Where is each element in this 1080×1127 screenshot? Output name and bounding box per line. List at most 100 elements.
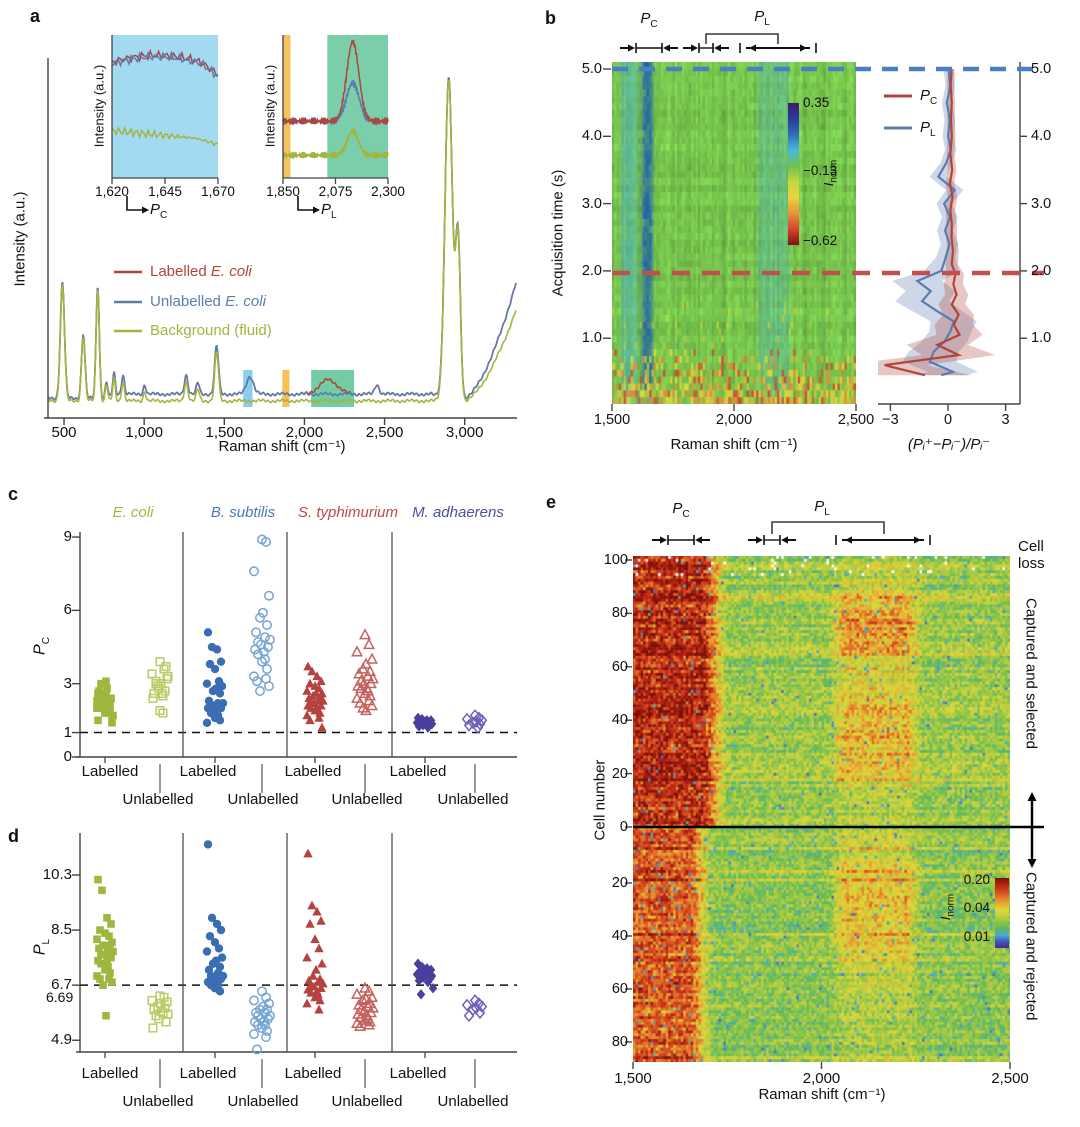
panel-d-ytick: 4.9 — [51, 1031, 72, 1049]
panel-c-label-labelled: Labelled — [284, 763, 342, 780]
panel-c-label-labelled: Labelled — [179, 763, 237, 780]
panel-c-ytick: 6 — [63, 601, 72, 619]
panel-e-pc-annotation: PC — [672, 500, 690, 520]
panel-a-xlabel: Raman shift (cm⁻¹) — [218, 438, 346, 455]
panel-a-inset1-ylabel: Intensity (a.u.) — [91, 64, 107, 148]
panel-e-ytick: 20 — [611, 875, 628, 891]
panel-b-xtick: 1,500 — [593, 412, 631, 428]
panel-e-ytick: 40 — [611, 712, 628, 729]
panel-b-right-xtick: 3 — [1001, 412, 1010, 428]
panel-b-xtick: 2,000 — [715, 412, 753, 428]
panel-a-xtick: 1,500 — [205, 424, 244, 441]
panel-a-xtick: 1,000 — [125, 424, 163, 441]
panel-d-ytick: 8.5 — [51, 921, 72, 939]
panel-e-ytick: 60 — [611, 981, 628, 997]
panel-d-label-labelled: Labelled — [179, 1065, 237, 1082]
panel-a-inset2-xtick: 2,075 — [318, 184, 353, 199]
panel-a-inset2-ylabel: Intensity (a.u.) — [262, 64, 278, 148]
panel-d-label-unlabelled: Unlabelled — [122, 1093, 194, 1110]
panel-b-colorbar — [788, 103, 799, 245]
species-header-styphimurium: S. typhimurium — [297, 504, 399, 521]
panel-b-legend-pl: PL — [920, 119, 936, 139]
panel-e-ytick: 80 — [611, 1034, 628, 1050]
panel-d-label-unlabelled: Unlabelled — [437, 1093, 509, 1110]
panel-e-ytick: 20 — [611, 765, 628, 782]
panel-c-label-unlabelled: Unlabelled — [227, 791, 299, 808]
panel-d-ytick: 6.7 — [51, 976, 72, 994]
panel-b-xtick: 2,500 — [837, 412, 875, 428]
panel-b-right-xtick: −3 — [882, 412, 899, 428]
panel-b-heatmap — [612, 62, 856, 404]
panel-e-ytick: 0 — [619, 819, 628, 835]
panel-d-label-labelled: Labelled — [389, 1065, 447, 1082]
panel-b-pc-annotation: PC — [640, 10, 658, 30]
panel-a-inset2-range-label: PL — [321, 201, 337, 221]
species-header-ecoli: E. coli — [112, 504, 154, 521]
panel-b-xlabel: Raman shift (cm⁻¹) — [670, 436, 798, 453]
panel-a-legend-item: Unlabelled E. coli — [150, 293, 266, 310]
species-header-madhaerens: M. adhaerens — [412, 504, 504, 521]
panel-b-right-ytick: 1.0 — [1031, 330, 1052, 347]
panel-e-pl-annotation: PL — [814, 498, 830, 518]
panel-d-threshold-annotation: 6.69 — [46, 989, 74, 1005]
panel-b-right-ytick: 4.0 — [1031, 128, 1052, 145]
panel-b-ytick: 4.0 — [581, 128, 602, 145]
panel-a-inset2-xtick: 1,850 — [266, 184, 300, 199]
panel-c-letter: c — [8, 484, 19, 504]
species-header-bsubtilis: B. subtilis — [210, 504, 276, 521]
panel-e-letter: e — [546, 492, 557, 512]
panel-b-ytick: 1.0 — [581, 330, 602, 347]
panel-a-xtick: 3,000 — [445, 424, 484, 441]
panel-a-xtick: 2,500 — [365, 424, 404, 441]
panel-a-letter: a — [30, 6, 41, 26]
panel-c-ytick: 3 — [63, 674, 72, 692]
panel-b-ytick: 5.0 — [581, 61, 602, 77]
panel-b-ytick: 3.0 — [581, 195, 602, 212]
panel-e-label-captured-selected: Captured and selected — [1022, 598, 1040, 749]
panel-e-colorbar-tick: 0.20 — [963, 872, 990, 887]
panel-b-colorbar-tick: −0.62 — [803, 233, 838, 248]
panel-d-ytick: 10.3 — [42, 866, 72, 883]
panel-c-label-unlabelled: Unlabelled — [437, 791, 509, 808]
panel-e-colorbar — [995, 878, 1009, 948]
panel-e-ytick: 40 — [611, 928, 628, 944]
panel-a-inset1-xtick: 1,670 — [201, 184, 235, 199]
panel-a-inset1-range-label: PC — [150, 201, 168, 221]
panel-b-ytick: 2.0 — [581, 262, 602, 279]
panel-a-inset2-xtick: 2,300 — [371, 184, 405, 199]
panel-a-ylabel: Intensity (a.u.) — [11, 191, 29, 287]
panel-d-ylabel: PL — [31, 938, 52, 956]
panel-b-right-ytick: 5.0 — [1031, 61, 1052, 77]
panel-c-ytick: 1 — [63, 723, 72, 741]
panel-e-xtick: 1,500 — [614, 1070, 652, 1087]
panel-e-label-captured-rejected: Captured and rejected — [1022, 872, 1040, 1021]
panel-a-inset1-xtick: 1,645 — [148, 184, 182, 199]
panel-c-ylabel: PC — [31, 637, 52, 655]
panel-b-ylabel: Acquisition time (s) — [549, 169, 567, 297]
panel-b-colorbar-tick: 0.35 — [803, 95, 830, 110]
panel-e-xtick: 2,500 — [991, 1070, 1029, 1087]
panel-e-heatmap — [633, 556, 1010, 1062]
panel-b-right-xlabel: (Pᵢ⁺−Pᵢ⁻)/Pᵢ⁻ — [907, 436, 991, 453]
panel-a-legend-item: Labelled E. coli — [150, 263, 252, 280]
panel-b-colorbar-tick: −0.13 — [803, 163, 838, 178]
panel-b-right-ytick: 2.0 — [1031, 262, 1052, 279]
panel-b-right-ytick: 3.0 — [1031, 195, 1052, 212]
panel-c-ytick: 0 — [63, 748, 72, 765]
panel-c-label-unlabelled: Unlabelled — [122, 791, 194, 808]
panel-a-legend-item: Background (fluid) — [150, 322, 272, 339]
panel-b-letter: b — [545, 8, 556, 28]
panel-c-label-unlabelled: Unlabelled — [331, 791, 403, 808]
panel-b-pl-annotation: PL — [754, 8, 770, 28]
panel-b-right-xtick: 0 — [943, 412, 953, 428]
panel-c-label-labelled: Labelled — [389, 763, 447, 780]
panel-d-letter: d — [8, 826, 19, 846]
panel-e-colorbar-tick: 0.04 — [963, 900, 990, 915]
panel-b-legend-pc: PC — [920, 87, 938, 107]
panel-c-label-labelled: Labelled — [81, 763, 139, 780]
panel-e-colorbar-tick: 0.01 — [963, 929, 990, 944]
panel-e-ytick: 60 — [611, 658, 628, 675]
panel-e-ytick: 100 — [603, 552, 628, 568]
panel-a-inset1-xtick: 1,620 — [95, 184, 129, 199]
